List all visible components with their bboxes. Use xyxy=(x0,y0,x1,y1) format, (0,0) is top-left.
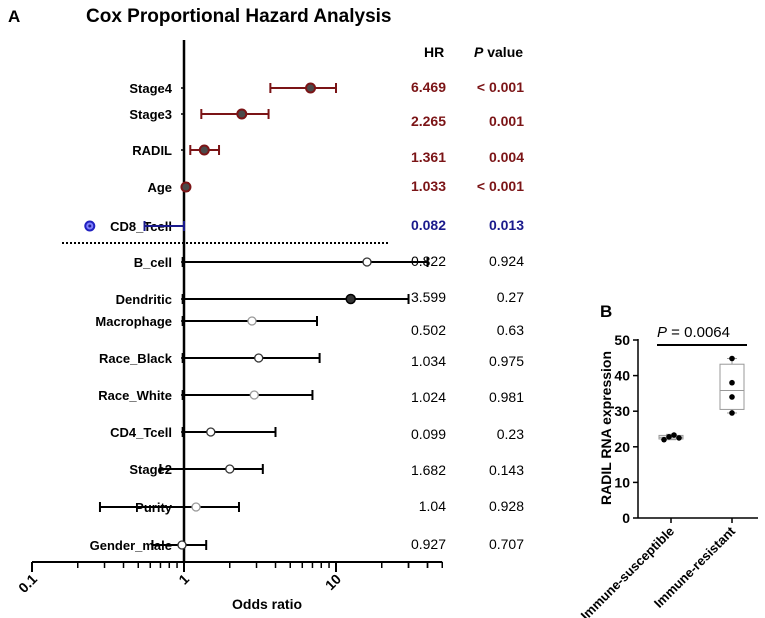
box-y-tick-label: 30 xyxy=(614,403,630,419)
panel-b-label: B xyxy=(600,302,612,321)
box-y-tick-label: 0 xyxy=(622,510,630,526)
p-value: 0.013 xyxy=(489,217,524,233)
row-label: Age xyxy=(147,180,172,195)
hr-value: 6.469 xyxy=(411,79,446,95)
box-data-point xyxy=(661,436,667,443)
hr-value: 0.502 xyxy=(411,322,446,338)
p-value: 0.981 xyxy=(489,389,524,405)
hr-value: 1.682 xyxy=(411,462,446,478)
p-annotation: P = 0.0064 xyxy=(657,324,730,341)
hr-value: 0.822 xyxy=(411,253,446,269)
hr-value: 0.082 xyxy=(411,217,446,233)
p-value: 0.143 xyxy=(489,462,524,478)
p-value-header: P value xyxy=(474,44,523,60)
box-data-point xyxy=(729,379,735,386)
box-body xyxy=(719,363,745,410)
box-y-axis-title: RADIL RNA expression xyxy=(598,351,614,505)
p-value-header-italic: P xyxy=(474,44,484,60)
row-label: Stage3 xyxy=(129,107,172,122)
estimate-point xyxy=(247,316,257,326)
p-annotation-italic: P xyxy=(657,324,667,341)
p-value: < 0.001 xyxy=(477,178,524,194)
box-data-point xyxy=(676,435,682,441)
row-label: Race_Black xyxy=(99,351,173,366)
box-y-tick-label: 20 xyxy=(614,439,630,455)
hr-value: 1.024 xyxy=(411,389,446,405)
hr-header: HR xyxy=(424,44,444,60)
box-data-point xyxy=(729,355,735,362)
hr-value: 0.927 xyxy=(411,536,446,552)
p-value: 0.975 xyxy=(489,353,524,369)
p-annotation-rest: = 0.0064 xyxy=(667,324,730,341)
estimate-point-center xyxy=(88,224,92,228)
p-value: 0.928 xyxy=(489,498,524,514)
x-tick-label: 1 xyxy=(175,571,192,588)
row-label: Race_White xyxy=(98,388,172,403)
x-tick-label: 10 xyxy=(322,571,344,593)
estimate-point xyxy=(305,82,317,94)
row-label: B_cell xyxy=(134,255,172,270)
row-label: Macrophage xyxy=(95,314,172,329)
hr-value: 2.265 xyxy=(411,113,446,129)
p-value: < 0.001 xyxy=(477,79,524,95)
row-label: CD8_Tcell xyxy=(110,219,172,234)
box-data-point xyxy=(729,410,735,416)
estimate-point xyxy=(198,144,210,156)
estimate-point xyxy=(206,427,216,437)
box-data-point xyxy=(666,434,672,440)
row-label: Dendritic xyxy=(116,292,172,307)
panel-a-title: Cox Proportional Hazard Analysis xyxy=(86,6,391,27)
p-value: 0.001 xyxy=(489,113,524,129)
estimate-point xyxy=(225,464,235,474)
box-data-point xyxy=(729,394,735,400)
p-value: 0.707 xyxy=(489,536,524,552)
p-value: 0.63 xyxy=(497,322,524,338)
estimate-point xyxy=(249,390,259,400)
estimate-point xyxy=(236,108,248,120)
row-label: CD4_Tcell xyxy=(110,425,172,440)
row-label: RADIL xyxy=(132,143,172,158)
p-value-header-rest: value xyxy=(483,44,523,60)
estimate-point xyxy=(180,181,192,193)
estimate-point xyxy=(362,257,372,267)
estimate-point xyxy=(177,540,187,550)
p-value: 0.23 xyxy=(497,426,524,442)
box-y-tick-label: 40 xyxy=(614,368,630,384)
hr-value: 1.034 xyxy=(411,353,446,369)
row-label: Gender_male xyxy=(90,538,172,553)
hr-value: 0.099 xyxy=(411,426,446,442)
hr-value: 1.361 xyxy=(411,149,446,165)
estimate-point xyxy=(191,502,201,512)
box-y-tick-label: 10 xyxy=(614,474,630,490)
forest-plot: 0.1 1 10 Stage4 6.469 < 0.001 Stage3 2.265 0.001… xyxy=(15,40,524,596)
row-label: Stage4 xyxy=(129,81,172,96)
p-value: 0.004 xyxy=(489,149,524,165)
estimate-point xyxy=(254,353,264,363)
x-axis-title: Odds ratio xyxy=(232,596,302,612)
box-y-tick-label: 50 xyxy=(614,332,630,348)
hr-value: 1.04 xyxy=(419,498,446,514)
box-data-point xyxy=(671,432,677,438)
p-value: 0.924 xyxy=(489,253,524,269)
p-value: 0.27 xyxy=(497,289,524,305)
panel-a-label: A xyxy=(8,7,20,26)
hr-value: 1.033 xyxy=(411,178,446,194)
estimate-point xyxy=(345,293,356,305)
x-tick-label: 0.1 xyxy=(15,571,40,596)
hr-value: 3.599 xyxy=(411,289,446,305)
